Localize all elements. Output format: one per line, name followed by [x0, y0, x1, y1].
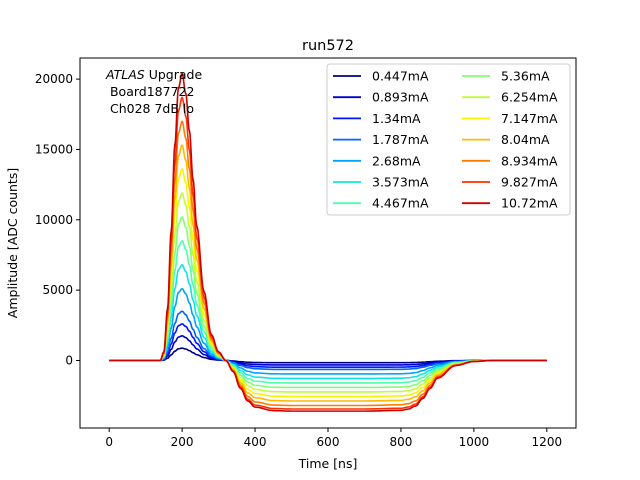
series-line	[109, 347, 547, 364]
x-tick-label: 200	[171, 435, 194, 449]
y-tick-label: 5000	[42, 283, 73, 297]
legend-label: 8.934mA	[501, 153, 558, 168]
series-line	[109, 264, 547, 380]
x-tick-label: 400	[244, 435, 267, 449]
x-axis-label: Time [ns]	[298, 456, 358, 471]
legend-label: 0.893mA	[372, 90, 429, 105]
svg-text:ATLAS Upgrade: ATLAS Upgrade	[105, 67, 202, 82]
series-line	[109, 310, 547, 371]
legend: 0.447mA 0.893mA 1.34mA 1.787mA 2.68mA 3.573mA…	[326, 63, 571, 216]
series-line	[109, 72, 547, 412]
x-tick-label: 600	[317, 435, 340, 449]
legend-label: 8.04mA	[501, 132, 550, 147]
legend-label: 6.254mA	[501, 90, 558, 105]
atlas-annotation: ATLAS Upgrade Board187722 Ch028 7dB lo	[105, 67, 202, 116]
x-tick-label: 800	[389, 435, 412, 449]
x-tick-label: 0	[105, 435, 113, 449]
x-tick-label: 1200	[532, 435, 563, 449]
legend-label: 0.447mA	[372, 69, 429, 84]
legend-label: 7.147mA	[501, 111, 558, 126]
y-tick-label: 20000	[35, 72, 73, 86]
y-axis-label: Amplitude [ADC counts]	[5, 168, 20, 318]
legend-label: 10.72mA	[501, 196, 558, 211]
annotation-board: Board187722	[106, 84, 194, 99]
annotation-line1-rest: Upgrade	[145, 67, 203, 82]
y-tick-label: 15000	[35, 142, 73, 156]
series-line	[109, 287, 547, 375]
annotation-channel: Ch028 7dB lo	[106, 101, 194, 116]
legend-label: 9.827mA	[501, 175, 558, 190]
legend-frame	[326, 63, 571, 216]
chart-title: run572	[302, 38, 354, 54]
atlas-italic-label: ATLAS	[105, 67, 145, 82]
x-tick-label: 1000	[459, 435, 490, 449]
y-tick-label: 0	[65, 353, 73, 367]
x-axis: 0 200 400 600 800 1000 1200	[105, 428, 562, 449]
legend-label: 3.573mA	[372, 175, 429, 190]
legend-label: 5.36mA	[501, 69, 550, 84]
legend-label: 2.68mA	[372, 153, 421, 168]
y-tick-label: 10000	[35, 213, 73, 227]
series-lines	[109, 72, 547, 412]
y-axis: 0 5000 10000 15000 20000	[35, 72, 80, 367]
series-line	[109, 240, 547, 384]
legend-label: 1.787mA	[372, 132, 429, 147]
legend-label: 1.34mA	[372, 111, 421, 126]
legend-label: 4.467mA	[372, 196, 429, 211]
